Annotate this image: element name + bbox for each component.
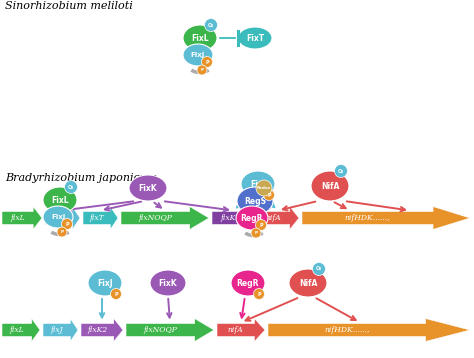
- Text: RegR: RegR: [237, 279, 259, 287]
- Text: RegS: RegS: [244, 197, 266, 205]
- Text: NifA: NifA: [321, 182, 339, 190]
- Ellipse shape: [311, 171, 349, 201]
- Text: P: P: [114, 291, 118, 296]
- Polygon shape: [81, 319, 123, 342]
- Text: P: P: [255, 231, 257, 235]
- Text: Redox: Redox: [257, 186, 271, 190]
- Text: FixJ: FixJ: [51, 214, 65, 220]
- Text: fixJ: fixJ: [52, 214, 65, 222]
- Polygon shape: [83, 207, 118, 229]
- Circle shape: [264, 189, 274, 200]
- Text: O₂: O₂: [208, 23, 214, 28]
- Text: nifA: nifA: [265, 214, 281, 222]
- Text: O₂: O₂: [338, 169, 344, 174]
- Text: FixL: FixL: [191, 34, 209, 43]
- Polygon shape: [43, 319, 78, 342]
- Text: fixNOQP: fixNOQP: [143, 326, 177, 334]
- Ellipse shape: [183, 44, 213, 66]
- Text: FixK: FixK: [139, 184, 157, 193]
- Text: FixJ: FixJ: [191, 52, 205, 58]
- Polygon shape: [2, 207, 42, 229]
- Polygon shape: [2, 319, 40, 342]
- Circle shape: [62, 218, 73, 229]
- Text: nifA: nifA: [228, 326, 244, 334]
- Text: O₂: O₂: [68, 184, 74, 189]
- Circle shape: [254, 289, 264, 300]
- Text: Bradyrhizobium japonicum: Bradyrhizobium japonicum: [5, 173, 157, 183]
- Text: nifHDK......,: nifHDK......,: [324, 326, 369, 334]
- Circle shape: [335, 164, 347, 178]
- Ellipse shape: [150, 270, 186, 296]
- Polygon shape: [268, 319, 470, 342]
- Polygon shape: [121, 207, 209, 229]
- Text: fixT: fixT: [89, 214, 104, 222]
- Text: O₂: O₂: [316, 266, 322, 271]
- Circle shape: [57, 227, 67, 237]
- Ellipse shape: [237, 187, 273, 215]
- Polygon shape: [217, 319, 265, 342]
- Ellipse shape: [43, 187, 77, 213]
- Text: Sinorhizobium meliloti: Sinorhizobium meliloti: [5, 1, 133, 11]
- Text: FixL: FixL: [51, 195, 69, 204]
- Text: NifA: NifA: [299, 279, 317, 287]
- Text: P: P: [257, 291, 261, 296]
- Text: fixJ: fixJ: [50, 326, 63, 334]
- Polygon shape: [212, 207, 254, 229]
- Text: P: P: [65, 222, 69, 227]
- Text: RegR: RegR: [241, 213, 263, 223]
- Polygon shape: [126, 319, 214, 342]
- Text: nifHDK......,: nifHDK......,: [345, 214, 390, 222]
- Ellipse shape: [183, 25, 217, 51]
- Text: fixL: fixL: [10, 214, 25, 222]
- Text: fixK2: fixK2: [87, 326, 108, 334]
- Ellipse shape: [88, 270, 122, 296]
- Text: FixT: FixT: [246, 34, 264, 43]
- Ellipse shape: [289, 269, 327, 297]
- Text: fixL: fixL: [9, 326, 24, 334]
- Text: FixJ: FixJ: [97, 279, 113, 287]
- Polygon shape: [45, 207, 80, 229]
- Circle shape: [256, 180, 272, 196]
- Text: P: P: [259, 223, 263, 227]
- Polygon shape: [257, 207, 299, 229]
- Ellipse shape: [129, 175, 167, 201]
- Polygon shape: [302, 207, 470, 229]
- Text: P: P: [205, 59, 209, 64]
- Circle shape: [204, 19, 218, 32]
- Text: P: P: [201, 68, 203, 72]
- Circle shape: [110, 289, 121, 300]
- Circle shape: [312, 262, 326, 276]
- Ellipse shape: [241, 171, 275, 197]
- Text: FixK: FixK: [159, 279, 177, 287]
- Ellipse shape: [236, 206, 268, 230]
- Circle shape: [197, 65, 207, 75]
- Circle shape: [201, 57, 212, 68]
- Ellipse shape: [43, 206, 73, 228]
- Text: FixJ: FixJ: [250, 179, 266, 189]
- Circle shape: [255, 219, 266, 231]
- Text: P: P: [61, 230, 64, 234]
- Text: fixNOQP: fixNOQP: [138, 214, 172, 222]
- Circle shape: [251, 228, 261, 238]
- Circle shape: [64, 180, 78, 194]
- Text: fixK: fixK: [221, 214, 236, 222]
- Text: P: P: [267, 193, 271, 198]
- Ellipse shape: [231, 270, 265, 296]
- Ellipse shape: [238, 27, 272, 49]
